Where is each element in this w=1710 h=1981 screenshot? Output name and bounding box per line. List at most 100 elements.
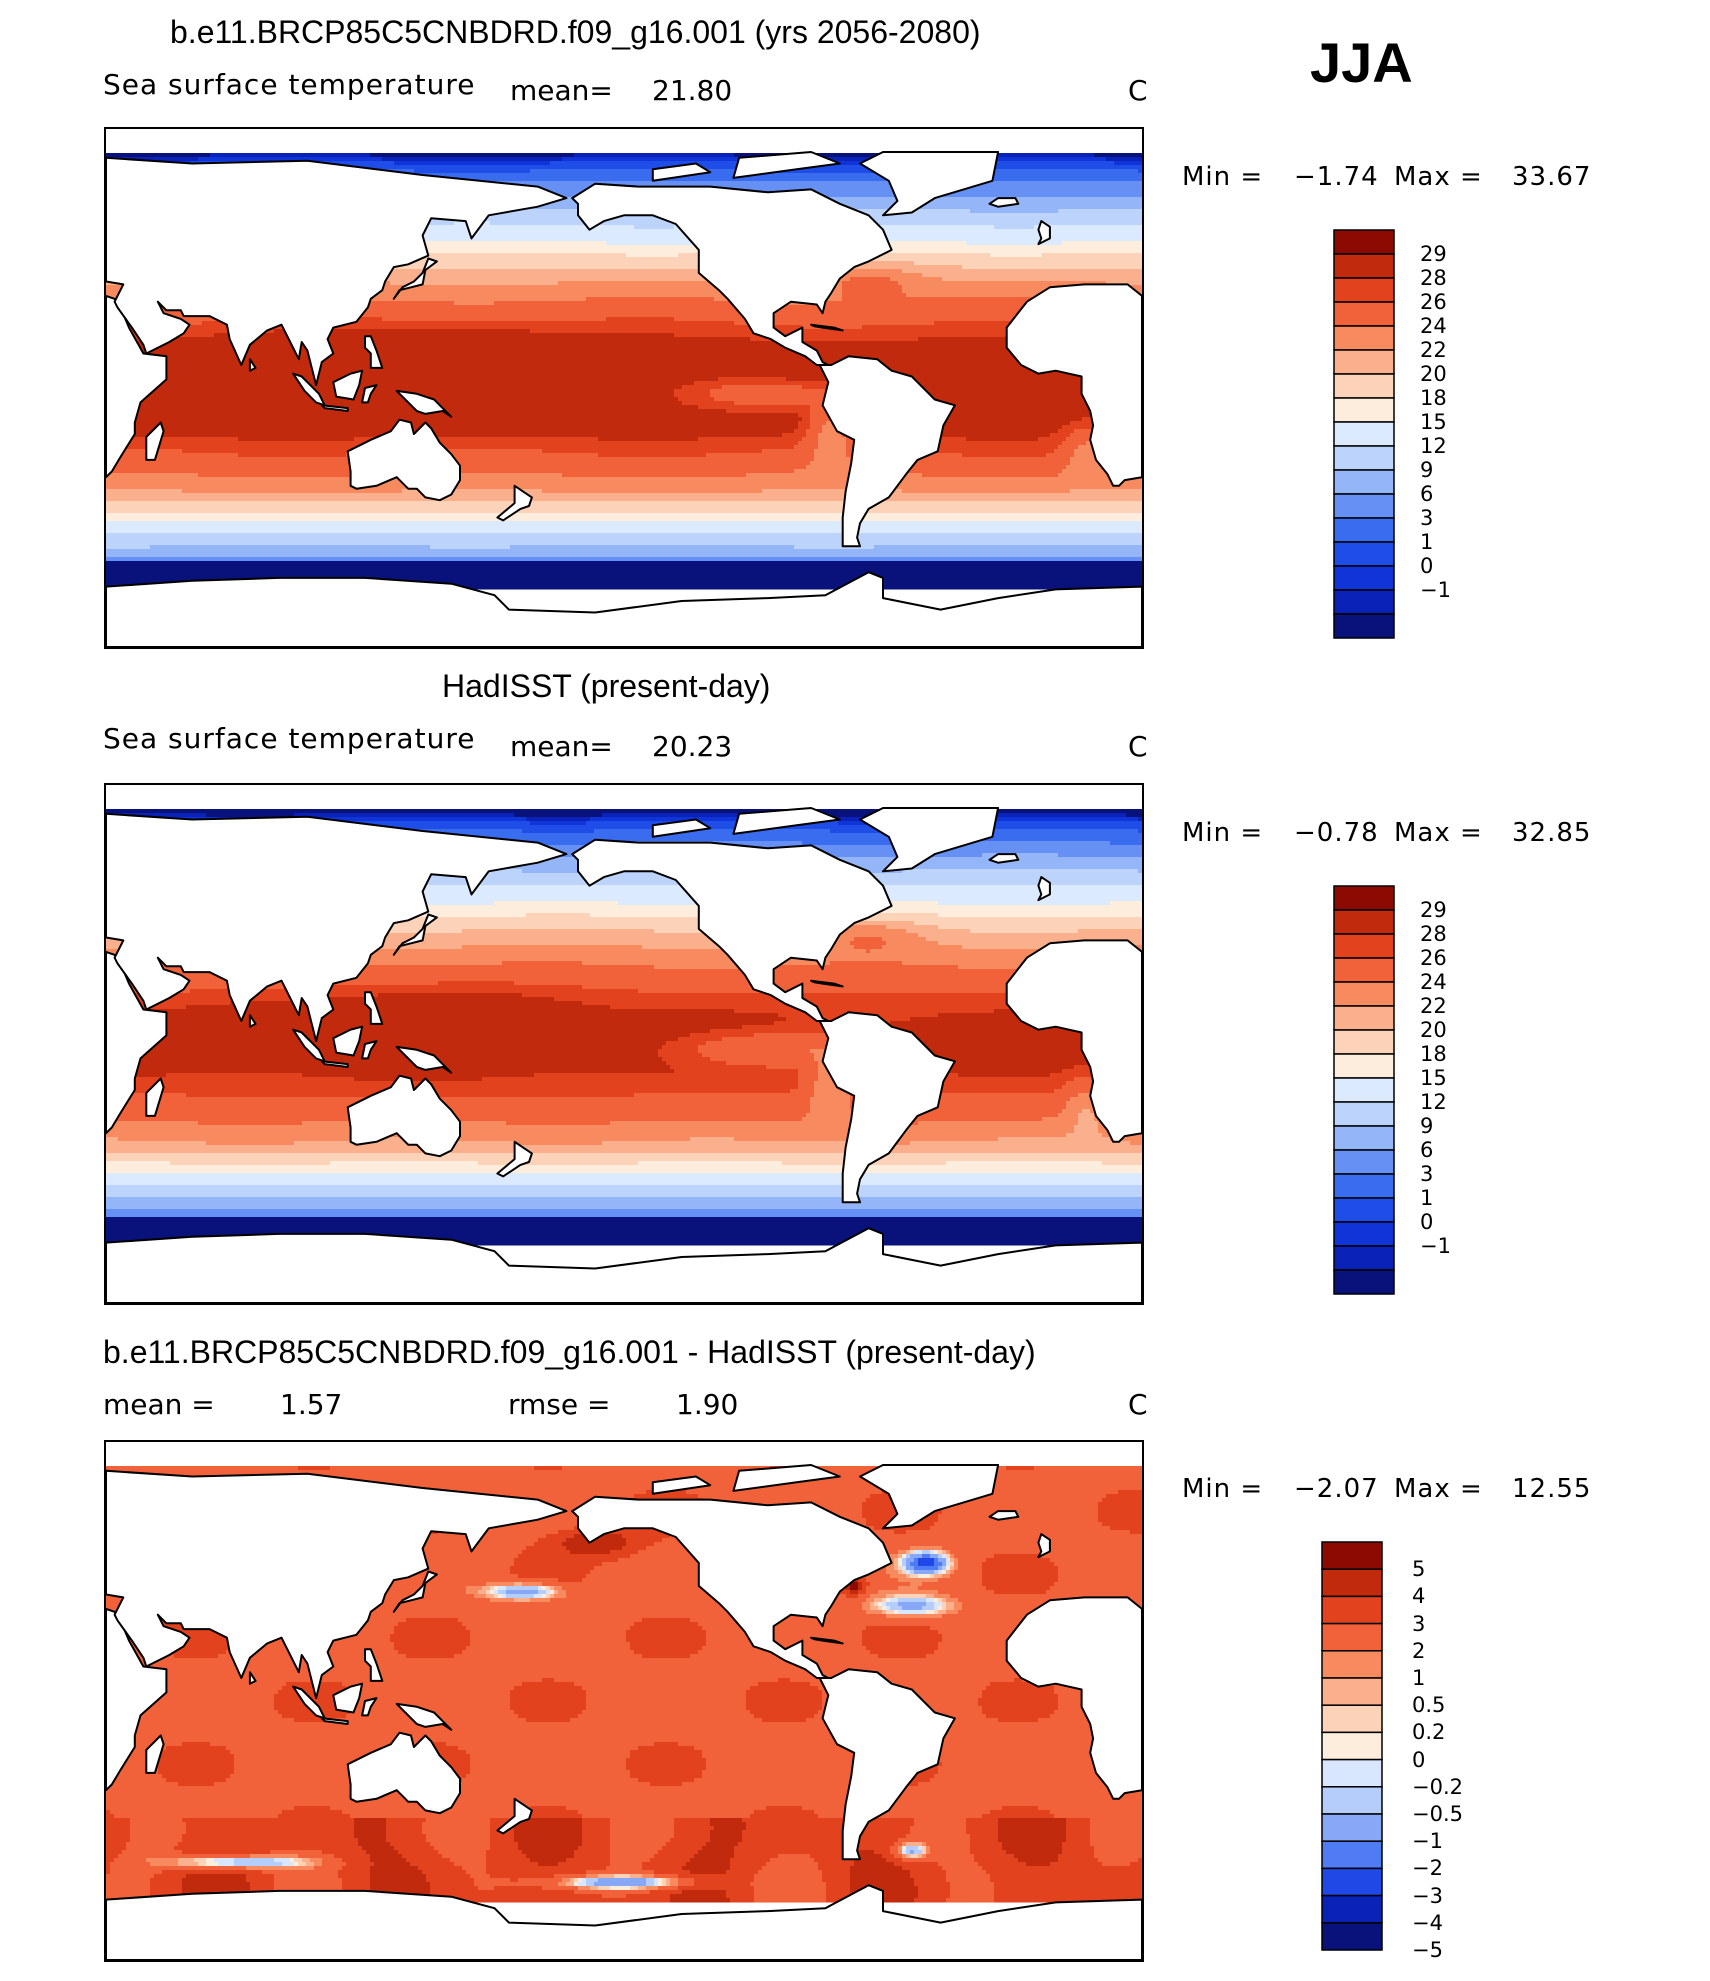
map-cell: [106, 1057, 663, 1062]
map-cell: [278, 821, 531, 826]
map-cell: [106, 1181, 1142, 1186]
map-cell: [862, 1606, 871, 1611]
map-cell: [382, 473, 563, 478]
panel-1-min-value: −1.74: [1294, 162, 1379, 192]
colorbar-2-tick-label: 9: [1420, 1114, 1434, 1138]
map-cell: [926, 1846, 931, 1851]
map-cell: [890, 1846, 899, 1851]
map-cell: [270, 1850, 323, 1855]
map-cell: [926, 1598, 935, 1603]
map-cell: [130, 1818, 183, 1823]
map-cell: [766, 1806, 803, 1811]
map-cell: [274, 1878, 343, 1883]
map-cell: [942, 1506, 1099, 1511]
map-cell: [754, 1810, 815, 1815]
map-cell: [1062, 425, 1111, 430]
land-polygon: [332, 1682, 364, 1714]
map-cell: [106, 1786, 1142, 1791]
map-cell: [758, 1870, 823, 1875]
map-cell: [106, 569, 1142, 574]
map-cell: [106, 1205, 1142, 1210]
land-polygon: [988, 197, 1020, 208]
map-cell: [666, 1842, 707, 1847]
land-polygon: [571, 838, 893, 1022]
map-cell: [106, 153, 211, 158]
map-cell: [630, 1646, 703, 1651]
map-cell: [1070, 457, 1107, 462]
map-cell: [698, 1622, 1103, 1627]
map-cell: [910, 1546, 943, 1551]
map-cell: [734, 321, 935, 326]
map-cell: [958, 1566, 983, 1571]
map-cell: [814, 1085, 847, 1090]
map-cell: [106, 1157, 1142, 1162]
map-cell: [390, 1842, 431, 1847]
map-cell: [646, 1886, 659, 1891]
map-cell: [206, 813, 295, 818]
map-cell: [106, 1734, 1142, 1739]
map-cell: [806, 1113, 855, 1118]
land-polygon: [106, 571, 1142, 647]
map-cell: [1066, 465, 1111, 470]
map-cell: [586, 821, 839, 826]
map-cell: [718, 377, 787, 382]
map-cell: [910, 1826, 967, 1831]
land-polygon: [364, 335, 384, 369]
map-cell: [658, 1878, 663, 1883]
map-cell: [490, 1838, 515, 1843]
map-cell: [670, 1894, 727, 1899]
map-cell: [882, 937, 927, 942]
land-polygon: [392, 1570, 438, 1613]
map-cell: [938, 941, 1142, 946]
map-cell: [426, 1137, 691, 1142]
map-cell: [106, 1814, 115, 1819]
colorbar-2-swatch: [1333, 957, 1395, 983]
map-cell: [350, 1566, 511, 1571]
colorbar-1-tick-label: 18: [1420, 386, 1447, 410]
map-cell: [902, 1850, 907, 1855]
map-cell: [946, 1606, 955, 1611]
map-cell: [106, 577, 1142, 582]
map-cell: [414, 169, 531, 174]
map-cell: [354, 437, 599, 442]
map-cell: [1102, 1522, 1142, 1527]
map-cell: [306, 1862, 315, 1867]
map-cell: [982, 1570, 1059, 1575]
map-cell: [466, 1518, 619, 1523]
map-cell: [106, 525, 1142, 530]
map-cell: [894, 1594, 927, 1599]
map-cell: [866, 1085, 1063, 1090]
map-cell: [274, 1858, 291, 1863]
map-cell: [106, 1213, 1142, 1218]
map-cell: [942, 1566, 947, 1571]
map-cell: [858, 1586, 863, 1591]
map-cell: [342, 1858, 371, 1863]
map-cell: [646, 1878, 655, 1883]
map-cell: [994, 1886, 1142, 1891]
map-cell: [942, 1866, 983, 1871]
map-cell: [358, 1838, 387, 1843]
map-cell: [106, 917, 1142, 922]
colorbar-2-swatch: [1333, 1005, 1395, 1031]
map-cell: [106, 261, 823, 266]
map-cell: [614, 1874, 631, 1879]
land-polygon: [1037, 1533, 1051, 1559]
map-cell: [390, 1638, 471, 1643]
map-cell: [986, 1870, 1142, 1875]
map-cell: [690, 1858, 731, 1863]
map-cell: [946, 1562, 951, 1567]
map-cell: [630, 1626, 703, 1631]
map-cell: [1074, 453, 1103, 458]
map-cell: [202, 321, 735, 326]
land-polygon: [320, 1060, 349, 1068]
map-cell: [318, 253, 627, 258]
map-cell: [734, 1846, 891, 1851]
map-cell: [1110, 1526, 1142, 1531]
map-cell: [778, 1854, 811, 1859]
map-cell: [494, 901, 619, 906]
map-cell: [914, 1850, 923, 1855]
map-cell: [106, 1726, 1142, 1731]
map-cell: [858, 1594, 871, 1599]
map-cell: [198, 157, 383, 162]
map-cell: [918, 1574, 931, 1579]
